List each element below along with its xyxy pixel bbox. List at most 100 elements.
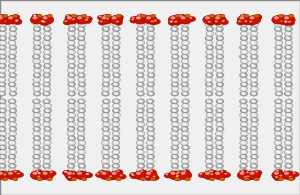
Circle shape (252, 68, 255, 70)
Circle shape (171, 159, 178, 164)
Circle shape (274, 154, 282, 159)
Circle shape (274, 104, 282, 109)
Circle shape (175, 174, 183, 179)
Circle shape (217, 82, 220, 84)
Circle shape (242, 109, 246, 112)
Circle shape (215, 45, 223, 50)
Circle shape (183, 60, 187, 63)
Circle shape (79, 114, 83, 117)
Circle shape (183, 41, 186, 43)
Circle shape (276, 108, 279, 110)
Circle shape (0, 88, 4, 90)
Circle shape (10, 91, 13, 93)
Circle shape (68, 22, 76, 27)
Circle shape (217, 113, 220, 115)
Circle shape (152, 175, 159, 180)
Circle shape (183, 109, 187, 112)
Circle shape (241, 45, 244, 47)
Circle shape (285, 31, 292, 36)
Circle shape (286, 22, 289, 24)
Circle shape (286, 73, 289, 75)
Circle shape (35, 88, 39, 90)
Circle shape (138, 136, 141, 138)
Circle shape (279, 20, 287, 25)
Circle shape (34, 118, 39, 121)
Circle shape (205, 172, 210, 175)
Circle shape (146, 86, 154, 91)
Circle shape (171, 150, 179, 155)
Circle shape (208, 60, 212, 63)
Circle shape (171, 145, 179, 150)
Circle shape (80, 82, 82, 84)
Circle shape (8, 68, 16, 73)
Circle shape (45, 169, 50, 172)
Circle shape (206, 117, 213, 122)
Circle shape (151, 14, 156, 18)
Circle shape (104, 155, 109, 158)
Circle shape (79, 99, 82, 101)
Circle shape (114, 55, 117, 57)
Circle shape (284, 127, 292, 132)
Circle shape (241, 113, 244, 115)
Circle shape (282, 15, 295, 24)
Circle shape (41, 17, 44, 19)
Circle shape (276, 145, 279, 147)
Circle shape (16, 172, 24, 177)
Circle shape (113, 159, 116, 161)
Circle shape (276, 68, 279, 70)
Circle shape (101, 150, 109, 155)
Circle shape (286, 60, 290, 63)
Circle shape (182, 168, 190, 173)
Circle shape (172, 51, 177, 53)
Circle shape (103, 64, 106, 66)
Circle shape (181, 108, 189, 113)
Circle shape (286, 155, 291, 158)
Circle shape (0, 59, 7, 64)
Circle shape (285, 113, 293, 118)
Circle shape (112, 131, 120, 136)
Circle shape (242, 176, 250, 181)
Circle shape (10, 142, 14, 144)
Circle shape (276, 91, 279, 93)
Circle shape (285, 63, 292, 68)
Circle shape (1, 37, 5, 40)
Circle shape (67, 77, 75, 82)
Circle shape (168, 15, 182, 24)
Circle shape (181, 27, 189, 32)
Circle shape (0, 164, 3, 166)
Circle shape (37, 14, 42, 18)
Circle shape (175, 177, 180, 181)
Circle shape (68, 113, 76, 118)
Circle shape (285, 22, 292, 27)
Circle shape (45, 155, 49, 158)
Circle shape (168, 20, 176, 25)
Circle shape (216, 82, 224, 87)
Circle shape (282, 171, 295, 180)
Circle shape (147, 131, 155, 136)
Circle shape (285, 54, 292, 59)
Circle shape (8, 136, 16, 141)
Circle shape (285, 86, 292, 91)
Circle shape (71, 14, 77, 18)
Circle shape (104, 78, 107, 80)
Circle shape (0, 159, 2, 161)
Circle shape (181, 91, 189, 96)
Circle shape (251, 127, 254, 129)
Circle shape (172, 37, 177, 40)
Circle shape (183, 169, 188, 172)
Circle shape (254, 14, 260, 18)
Circle shape (114, 88, 118, 90)
Circle shape (138, 118, 141, 120)
Circle shape (181, 59, 189, 64)
Circle shape (82, 14, 87, 18)
Circle shape (114, 46, 118, 49)
Circle shape (0, 68, 6, 73)
Circle shape (69, 69, 73, 72)
Circle shape (32, 16, 38, 20)
Circle shape (85, 19, 88, 21)
Circle shape (181, 159, 189, 164)
Circle shape (184, 151, 188, 153)
Circle shape (176, 176, 178, 178)
Circle shape (242, 114, 246, 117)
Circle shape (80, 169, 84, 172)
